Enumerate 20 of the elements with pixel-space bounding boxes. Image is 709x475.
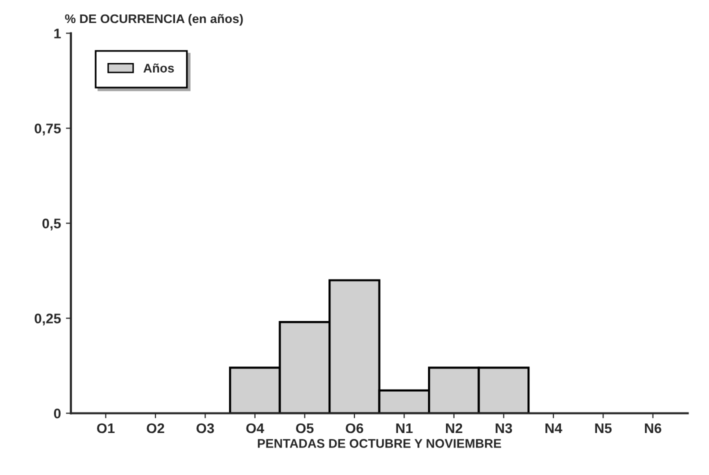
legend-label: Años (143, 63, 174, 73)
x-tick-label: O2 (146, 423, 164, 434)
y-tick-label: 1 (54, 28, 61, 38)
x-tick-label: N3 (496, 423, 512, 434)
y-tick-label: 0,5 (42, 218, 61, 230)
x-axis-title: PENTADAS DE OCTUBRE Y NOVIEMBRE (258, 439, 502, 448)
x-tick-label: N6 (644, 423, 662, 434)
x-tick-label: O5 (296, 423, 314, 434)
y-tick-label: 0,75 (34, 124, 61, 136)
x-tick-label: O1 (97, 423, 115, 434)
y-tick-label: 0,25 (34, 314, 61, 326)
y-axis-title: % DE OCURRENCIA (en años) (65, 14, 243, 26)
x-tick-label: N5 (595, 423, 612, 434)
x-tick-label: N1 (396, 423, 413, 434)
x-tick-label: N4 (545, 423, 562, 434)
x-tick-label: O4 (246, 423, 264, 434)
y-tick-label: 0 (54, 408, 61, 418)
x-tick-label: O3 (196, 423, 214, 434)
x-tick-label: O6 (346, 423, 364, 434)
x-tick-label: N2 (446, 423, 462, 434)
